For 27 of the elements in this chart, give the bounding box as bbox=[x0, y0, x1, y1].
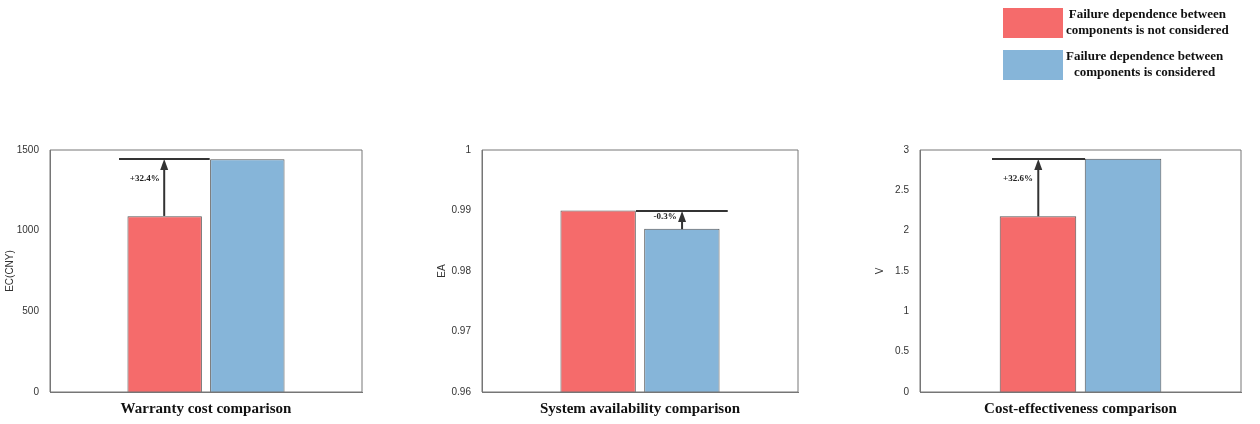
legend-label: Failure dependence between components is considered bbox=[1066, 48, 1224, 80]
legend-label: Failure dependence between components is not considered bbox=[1066, 6, 1230, 38]
y-tick-label: 0.99 bbox=[451, 204, 472, 216]
x-axis-title: Cost-effectiveness comparison bbox=[984, 399, 1178, 416]
y-axis-title: EC(CNY) bbox=[3, 250, 15, 292]
y-axis-title: EA bbox=[435, 264, 447, 278]
y-tick-label: 0 bbox=[33, 385, 40, 397]
y-tick-label: 1 bbox=[465, 143, 472, 155]
y-tick-label: 1000 bbox=[16, 224, 40, 236]
annotation: +32.6% bbox=[1003, 173, 1033, 184]
y-tick-label: 0 bbox=[903, 385, 910, 397]
y-tick-label: 3 bbox=[903, 143, 910, 155]
y-tick-label: 1 bbox=[903, 305, 910, 317]
y-tick-label: 0.98 bbox=[451, 264, 472, 276]
y-tick-label: 0.5 bbox=[895, 345, 910, 357]
x-axis-title: System availability comparison bbox=[539, 399, 741, 416]
annotation: -0.3% bbox=[653, 211, 677, 222]
y-tick-label: 2.5 bbox=[895, 184, 910, 196]
x-axis-title: Warranty cost comparison bbox=[120, 399, 293, 416]
y-tick-label: 0.97 bbox=[451, 325, 472, 337]
y-tick-label: 0.96 bbox=[451, 385, 472, 397]
y-tick-label: 1.5 bbox=[895, 264, 910, 276]
y-tick-label: 500 bbox=[22, 305, 40, 317]
y-tick-label: 1500 bbox=[16, 143, 40, 155]
y-axis-title: V bbox=[873, 267, 885, 275]
annotation: +32.4% bbox=[129, 173, 160, 184]
y-tick-label: 2 bbox=[903, 224, 910, 236]
